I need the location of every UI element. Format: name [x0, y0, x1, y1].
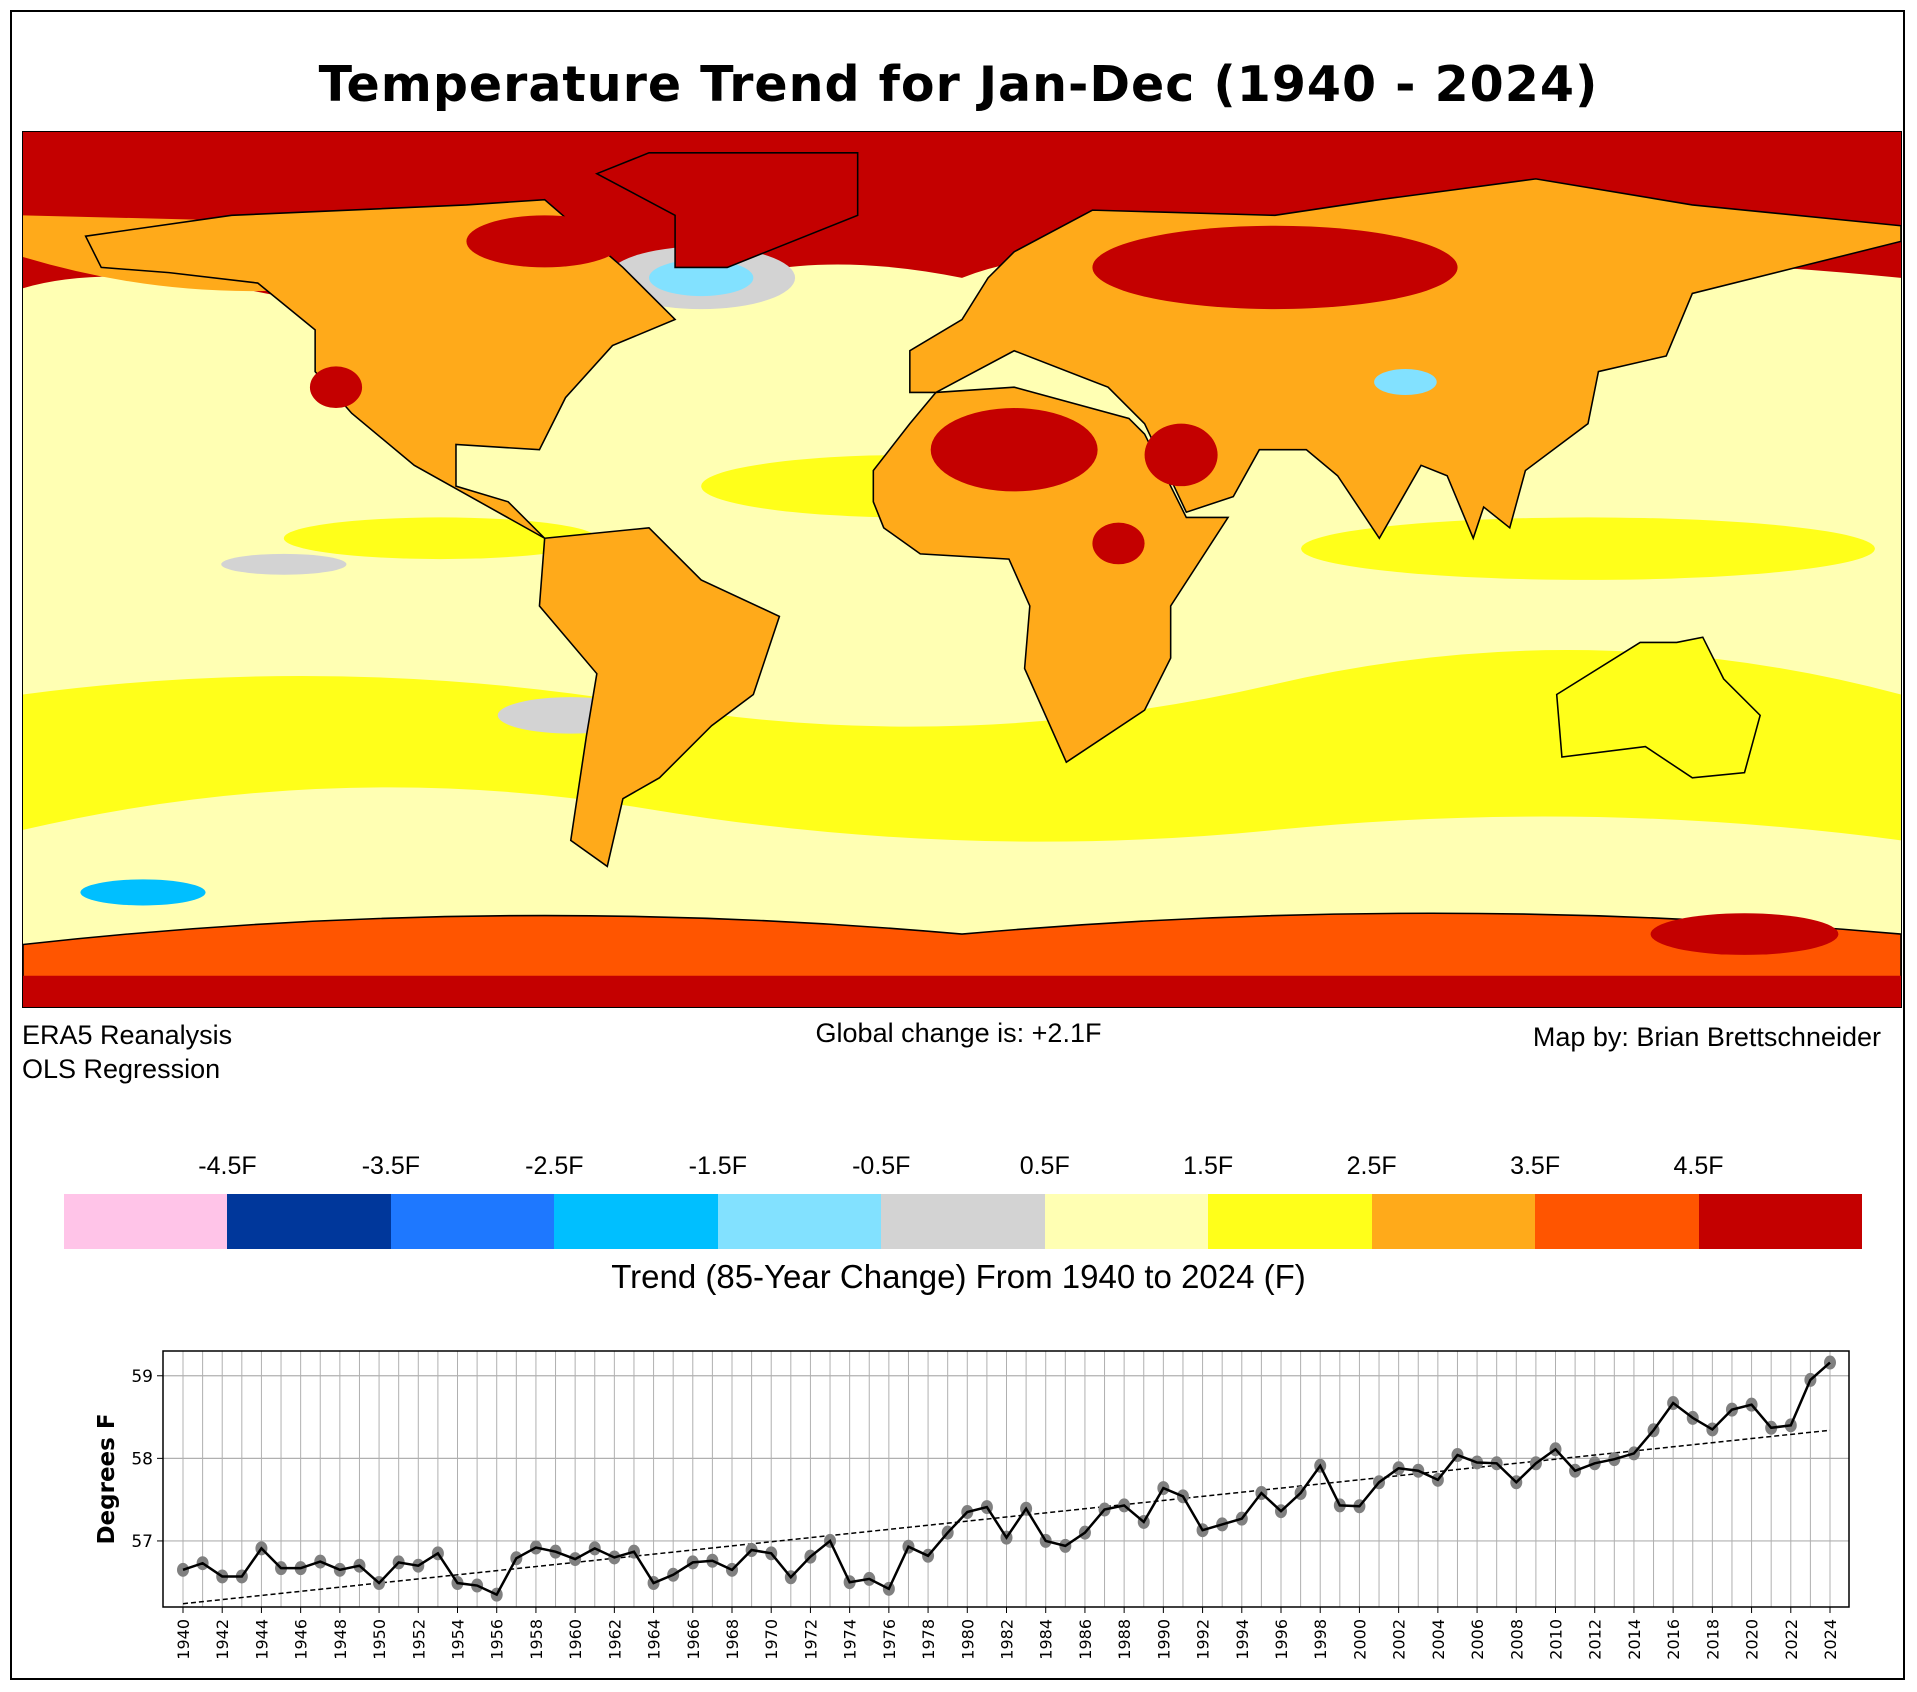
data-source-note: ERA5 Reanalysis: [22, 1020, 233, 1050]
x-tick-label: 1982: [998, 1619, 1017, 1660]
x-tick-label: 1998: [1311, 1619, 1330, 1660]
x-tick-label: 1978: [919, 1619, 938, 1660]
colorbar-label: 2.5F: [1346, 1152, 1397, 1180]
x-tick-label: 1952: [409, 1619, 428, 1660]
colorbar-segment: [1371, 1194, 1536, 1249]
x-tick-label: 1954: [449, 1619, 468, 1660]
world-map-svg: [23, 132, 1901, 1007]
x-tick-label: 1958: [527, 1619, 546, 1660]
colorbar-label: -4.5F: [198, 1152, 257, 1180]
colorbar-segment: [1698, 1194, 1862, 1249]
colorbar-segment: [64, 1194, 228, 1249]
x-tick-label: 1970: [762, 1619, 781, 1660]
colorbar: [64, 1194, 1862, 1249]
south-america: [538, 527, 781, 868]
x-tick-label: 2004: [1429, 1619, 1448, 1660]
x-tick-label: 1996: [1272, 1619, 1291, 1660]
x-tick-label: 1992: [1194, 1619, 1213, 1660]
y-tick-label: 58: [131, 1449, 153, 1469]
global-change-note: Global change is: +2.1F: [815, 1018, 1102, 1048]
x-tick-label: 1984: [1037, 1619, 1056, 1660]
colorbar-label: -3.5F: [361, 1152, 421, 1180]
x-tick-label: 1964: [645, 1619, 664, 1660]
x-tick-label: 1956: [488, 1619, 507, 1660]
colorbar-segment: [390, 1194, 555, 1249]
colorbar-label: 3.5F: [1510, 1152, 1561, 1180]
x-tick-label: 1980: [958, 1619, 977, 1660]
trend-map: [22, 131, 1902, 1008]
colorbar-label: 1.5F: [1183, 1152, 1234, 1180]
colorbar-label: 4.5F: [1673, 1152, 1724, 1180]
x-tick-label: 1946: [292, 1619, 311, 1660]
colorbar-segment: [227, 1194, 391, 1249]
colorbar-label: 0.5F: [1019, 1152, 1070, 1180]
x-tick-label: 2016: [1664, 1619, 1683, 1660]
temperature-line: [182, 1361, 1831, 1597]
southern-ocean-cool-spot: [80, 879, 206, 906]
colorbar-label: -0.5F: [852, 1152, 911, 1180]
hot-spots: [23, 215, 1901, 1007]
colorbar-segment: [1535, 1194, 1699, 1249]
colorbar-segment: [554, 1194, 718, 1249]
x-tick-label: 2008: [1507, 1619, 1526, 1660]
x-tick-label: 1944: [252, 1619, 271, 1660]
x-tick-label: 2012: [1586, 1619, 1605, 1660]
x-tick-label: 1968: [723, 1619, 742, 1660]
x-tick-label: 1966: [684, 1619, 703, 1660]
colorbar-segment: [1208, 1194, 1372, 1249]
method-note: OLS Regression: [22, 1054, 221, 1084]
x-tick-label: 1994: [1233, 1619, 1252, 1660]
x-tick-label: 2000: [1350, 1619, 1369, 1660]
x-tick-label: 2018: [1703, 1619, 1722, 1660]
x-tick-label: 1962: [605, 1619, 624, 1660]
x-tick-label: 2020: [1743, 1619, 1762, 1660]
trend-line: [182, 1429, 1831, 1605]
colorbar-label: -2.5F: [525, 1152, 584, 1180]
y-axis-label: Degrees F: [94, 1413, 120, 1544]
x-tick-label: 1960: [566, 1619, 585, 1660]
greenland: [594, 152, 859, 269]
x-tick-label: 1972: [801, 1619, 820, 1660]
x-tick-label: 2022: [1782, 1619, 1801, 1660]
figure-frame: [10, 10, 1905, 1680]
x-tick-label: 1940: [174, 1619, 193, 1660]
y-tick-label: 57: [131, 1532, 153, 1552]
x-tick-label: 1988: [1115, 1619, 1134, 1660]
y-tick-label: 59: [131, 1367, 153, 1387]
colorbar-label: -1.5F: [688, 1152, 747, 1180]
x-tick-label: 1976: [880, 1619, 899, 1660]
x-tick-label: 1986: [1076, 1619, 1095, 1660]
colorbar-title: Trend (85-Year Change) From 1940 to 2024…: [611, 1258, 1306, 1295]
x-tick-label: 1990: [1154, 1619, 1173, 1660]
x-tick-label: 1974: [841, 1619, 860, 1660]
colorbar-segment: [881, 1194, 1045, 1249]
colorbar-segment: [1044, 1194, 1209, 1249]
credit-note: Map by: Brian Brettschneider: [1532, 1022, 1881, 1052]
x-tick-label: 2002: [1390, 1619, 1409, 1660]
x-tick-label: 2024: [1821, 1619, 1840, 1660]
australia: [1555, 636, 1762, 779]
x-tick-label: 2010: [1547, 1619, 1566, 1660]
chart-title: Temperature Trend for Jan-Dec (1940 - 20…: [318, 56, 1599, 113]
x-tick-label: 1942: [213, 1619, 232, 1660]
colorbar-segment: [717, 1194, 882, 1249]
x-tick-label: 1948: [331, 1619, 350, 1660]
x-tick-label: 2006: [1468, 1619, 1487, 1660]
x-tick-label: 2014: [1625, 1619, 1644, 1660]
x-tick-label: 1950: [370, 1619, 389, 1660]
